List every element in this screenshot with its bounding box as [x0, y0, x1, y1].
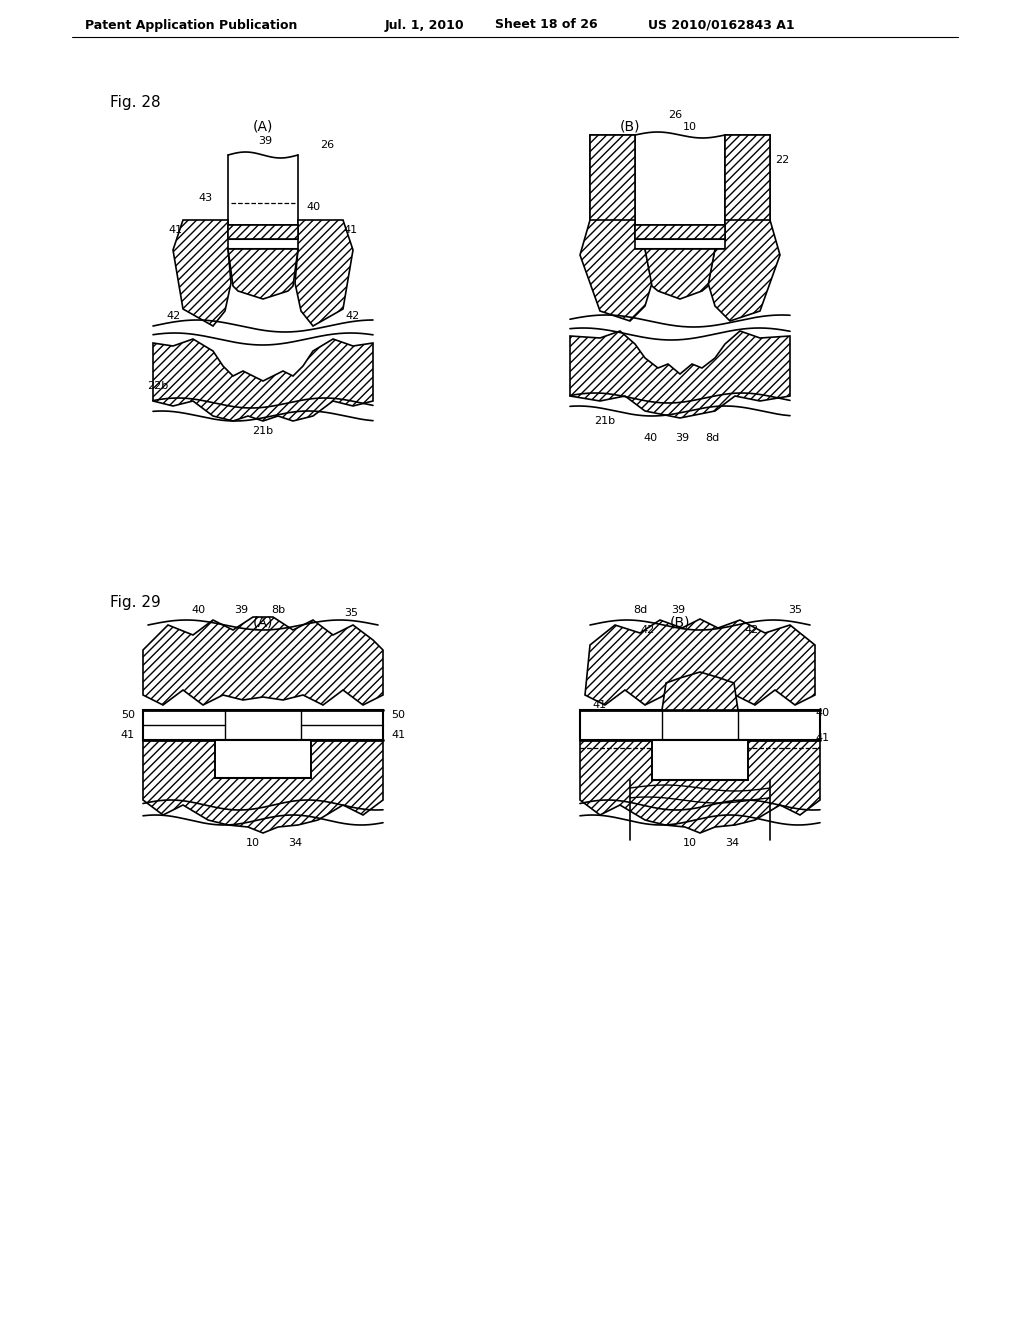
- Polygon shape: [153, 339, 373, 421]
- Text: 21b: 21b: [253, 426, 273, 436]
- Text: Jul. 1, 2010: Jul. 1, 2010: [385, 18, 465, 32]
- Polygon shape: [662, 672, 738, 710]
- Polygon shape: [645, 249, 715, 300]
- Text: 42: 42: [641, 624, 655, 635]
- Text: 42: 42: [744, 624, 759, 635]
- Polygon shape: [580, 710, 820, 741]
- Text: (A): (A): [253, 120, 273, 135]
- Text: 40: 40: [190, 605, 205, 615]
- Text: 41: 41: [592, 700, 606, 710]
- Text: 40: 40: [815, 708, 829, 718]
- Text: 26: 26: [668, 110, 682, 120]
- Text: 10: 10: [683, 121, 697, 132]
- Text: 50: 50: [121, 710, 135, 719]
- Polygon shape: [173, 220, 231, 326]
- Text: 34: 34: [288, 838, 302, 847]
- Text: 34: 34: [725, 838, 739, 847]
- Text: 43: 43: [199, 193, 213, 203]
- Polygon shape: [143, 710, 383, 741]
- Polygon shape: [652, 741, 748, 780]
- Polygon shape: [228, 224, 298, 239]
- Text: 40: 40: [643, 433, 657, 444]
- Text: US 2010/0162843 A1: US 2010/0162843 A1: [648, 18, 795, 32]
- Polygon shape: [215, 741, 311, 777]
- Text: 39: 39: [675, 433, 689, 444]
- Polygon shape: [225, 741, 301, 777]
- Polygon shape: [580, 220, 652, 321]
- Text: (B): (B): [670, 615, 690, 630]
- Text: 22b: 22b: [146, 381, 168, 391]
- Text: 8d: 8d: [705, 433, 719, 444]
- Text: 41: 41: [391, 730, 406, 741]
- Text: Patent Application Publication: Patent Application Publication: [85, 18, 297, 32]
- Polygon shape: [585, 619, 815, 705]
- Text: 26: 26: [319, 140, 334, 150]
- Text: 40: 40: [306, 202, 321, 213]
- Text: 39: 39: [258, 136, 272, 147]
- Text: Fig. 28: Fig. 28: [110, 95, 161, 110]
- Text: 8d: 8d: [633, 605, 647, 615]
- Polygon shape: [708, 220, 780, 321]
- Text: 50: 50: [391, 710, 406, 719]
- Text: Sheet 18 of 26: Sheet 18 of 26: [495, 18, 598, 32]
- Text: 41: 41: [121, 730, 135, 741]
- Text: 8b: 8b: [271, 605, 285, 615]
- Text: 10: 10: [246, 838, 260, 847]
- Text: (A): (A): [253, 615, 273, 630]
- Text: 41: 41: [169, 224, 183, 235]
- Polygon shape: [228, 249, 298, 300]
- Text: 39: 39: [671, 605, 685, 615]
- Text: 41: 41: [815, 733, 829, 743]
- Text: 35: 35: [788, 605, 802, 615]
- Polygon shape: [590, 135, 635, 224]
- Text: 22: 22: [775, 154, 790, 165]
- Text: 21b: 21b: [595, 416, 615, 426]
- Text: 42: 42: [345, 312, 359, 321]
- Text: (B): (B): [620, 120, 640, 135]
- Polygon shape: [570, 331, 790, 418]
- Text: 35: 35: [344, 609, 358, 618]
- Polygon shape: [295, 220, 353, 326]
- Polygon shape: [143, 741, 383, 833]
- Polygon shape: [725, 135, 770, 224]
- Polygon shape: [580, 741, 820, 833]
- Text: 42: 42: [167, 312, 181, 321]
- Text: 41: 41: [343, 224, 357, 235]
- Polygon shape: [143, 616, 383, 705]
- Polygon shape: [635, 224, 725, 239]
- Text: 39: 39: [233, 605, 248, 615]
- Text: 10: 10: [683, 838, 697, 847]
- Text: Fig. 29: Fig. 29: [110, 594, 161, 610]
